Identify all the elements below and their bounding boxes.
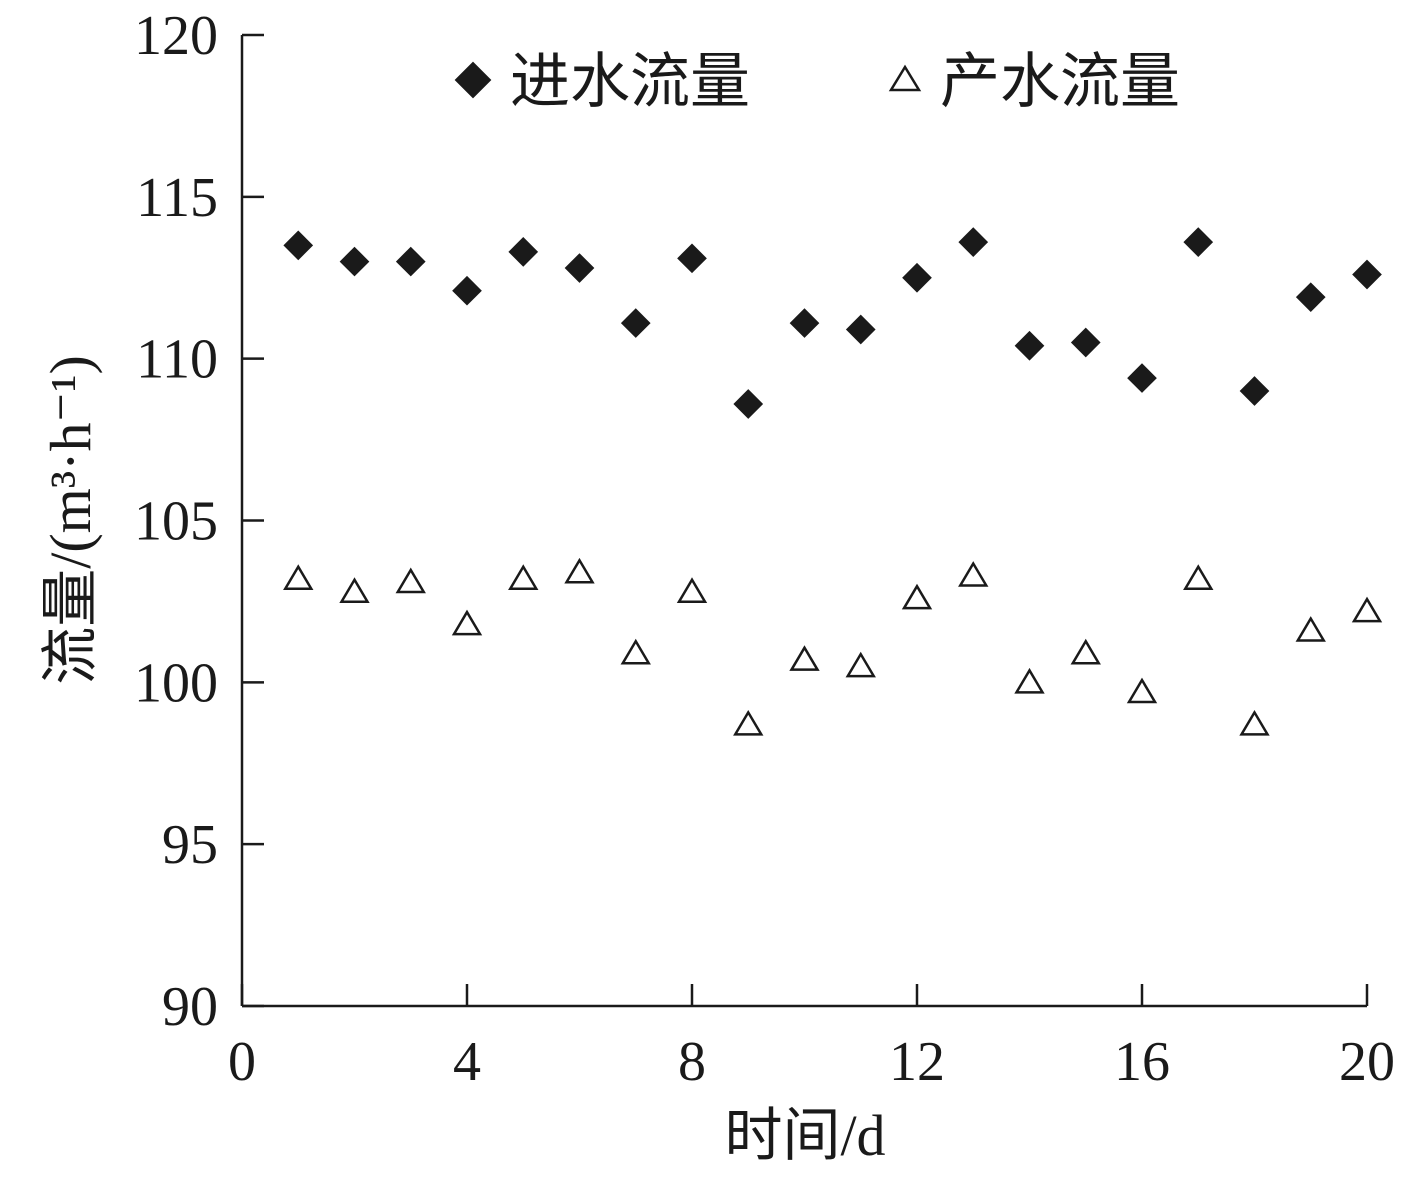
inflow-point <box>1239 376 1270 406</box>
y-axis-title: 流量/(m³·h⁻¹) <box>38 355 103 685</box>
plot-area <box>240 35 1367 1008</box>
inflow-point <box>620 308 651 338</box>
x-tick-label: 16 <box>1114 1031 1170 1093</box>
legend-marker-outflow <box>888 64 922 92</box>
inflow-point <box>1352 259 1382 290</box>
y-tick-label: 95 <box>162 814 218 876</box>
inflow-point <box>1014 330 1045 361</box>
outflow-point <box>901 583 933 610</box>
y-tick-label: 110 <box>136 329 218 391</box>
y-axis-ticks: 90 95 100 105 110 115 120 <box>134 5 264 1038</box>
inflow-point <box>1127 363 1157 393</box>
outflow-point <box>1126 677 1158 704</box>
outflow-point <box>845 651 876 678</box>
x-tick-label: 12 <box>889 1031 945 1093</box>
x-tick-label: 0 <box>228 1031 256 1093</box>
y-tick-label: 105 <box>134 491 218 553</box>
outflow-point <box>676 577 708 603</box>
outflow-point <box>508 564 539 591</box>
y-tick-label: 100 <box>134 652 218 714</box>
outflow-point <box>620 638 651 665</box>
inflow-point <box>902 262 932 293</box>
inflow-point <box>452 275 482 306</box>
outflow-point <box>564 557 595 584</box>
outflow-point <box>1295 616 1326 642</box>
y-tick-label: 120 <box>134 5 218 67</box>
y-tick-label: 90 <box>162 976 218 1038</box>
inflow-point <box>508 237 539 267</box>
outflow-point <box>789 645 820 671</box>
inflow-point <box>733 389 764 419</box>
inflow-point <box>395 246 426 277</box>
inflow-point <box>564 253 595 283</box>
x-tick-label: 4 <box>453 1031 481 1093</box>
outflow-point <box>958 561 989 587</box>
outflow-point <box>395 567 426 594</box>
inflow-point <box>1295 282 1326 313</box>
x-tick-label: 20 <box>1339 1031 1395 1093</box>
inflow-point <box>1070 327 1101 358</box>
inflow-point <box>958 227 989 257</box>
inflow-point <box>339 246 370 277</box>
outflow-point <box>283 564 314 591</box>
inflow-point <box>789 308 820 338</box>
data-series <box>283 227 1383 736</box>
legend-marker-inflow <box>454 61 492 99</box>
outflow-point <box>339 577 370 603</box>
y-tick-label: 115 <box>136 167 218 229</box>
legend-label-inflow: 进水流量 <box>510 49 750 115</box>
outflow-point <box>733 709 764 736</box>
legend: 进水流量 产水流量 <box>454 49 1180 115</box>
x-axis-title: 时间/d <box>724 1103 885 1168</box>
inflow-point <box>845 314 876 345</box>
outflow-point <box>1070 638 1101 665</box>
series-inflow <box>283 227 1382 419</box>
outflow-point <box>1183 564 1214 591</box>
x-tick-label: 8 <box>678 1031 706 1093</box>
outflow-point <box>1351 596 1383 623</box>
outflow-point <box>1014 667 1045 694</box>
outflow-point <box>451 609 483 636</box>
series-outflow <box>283 557 1383 736</box>
inflow-point <box>283 230 314 261</box>
outflow-point <box>1239 709 1270 736</box>
x-axis-ticks: 0 4 8 12 16 20 <box>228 984 1395 1093</box>
inflow-point <box>677 243 707 274</box>
inflow-point <box>1183 227 1214 257</box>
legend-label-outflow: 产水流量 <box>940 49 1180 115</box>
